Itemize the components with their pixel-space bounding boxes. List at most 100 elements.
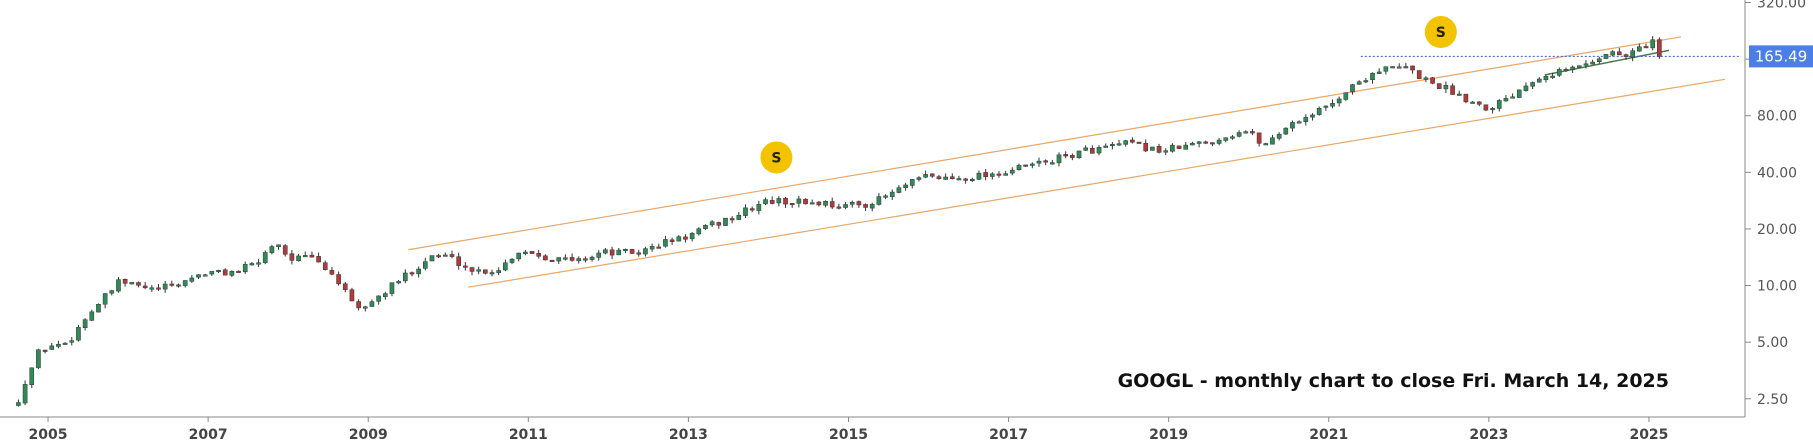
candle bbox=[1150, 146, 1155, 151]
candle bbox=[856, 200, 862, 208]
candle bbox=[996, 171, 1002, 178]
candle bbox=[1250, 128, 1255, 136]
candle bbox=[82, 318, 88, 331]
candle bbox=[916, 176, 922, 182]
candle bbox=[1290, 120, 1295, 132]
candle bbox=[443, 252, 448, 257]
candle bbox=[1630, 48, 1635, 62]
candle bbox=[182, 280, 188, 288]
candle bbox=[436, 253, 441, 259]
candle bbox=[729, 216, 735, 224]
candle bbox=[749, 206, 755, 213]
candle bbox=[763, 197, 768, 206]
candle bbox=[1070, 153, 1075, 161]
candle bbox=[1516, 89, 1522, 98]
candle bbox=[896, 185, 902, 194]
candle bbox=[1570, 65, 1575, 73]
last-price-tag: 165.49 bbox=[1749, 45, 1813, 68]
candle bbox=[583, 256, 588, 263]
candle bbox=[49, 342, 55, 350]
candle bbox=[449, 250, 455, 259]
last-price-tag-label: 165.49 bbox=[1755, 47, 1808, 65]
candle bbox=[503, 259, 508, 272]
candle bbox=[1363, 77, 1369, 84]
candle bbox=[1170, 143, 1175, 153]
candle bbox=[883, 194, 888, 200]
candle bbox=[983, 169, 988, 181]
candle bbox=[1043, 159, 1048, 166]
candle bbox=[1430, 77, 1435, 85]
candle bbox=[629, 248, 635, 255]
candle bbox=[1623, 53, 1629, 60]
x-tick-label: 2019 bbox=[1149, 427, 1188, 443]
candle bbox=[589, 255, 595, 262]
candle bbox=[1530, 81, 1535, 90]
candle bbox=[576, 256, 582, 264]
candle bbox=[1396, 63, 1402, 69]
candle bbox=[1016, 163, 1022, 171]
candle bbox=[1036, 157, 1042, 167]
candle bbox=[382, 291, 388, 300]
candle bbox=[249, 262, 255, 266]
candle bbox=[756, 200, 762, 215]
candle bbox=[816, 201, 822, 207]
candle bbox=[1256, 132, 1262, 147]
candle bbox=[496, 267, 502, 276]
candle bbox=[963, 177, 968, 184]
candle bbox=[736, 212, 742, 220]
candle bbox=[169, 280, 175, 287]
candle bbox=[1617, 47, 1622, 56]
candle bbox=[543, 254, 548, 261]
candle bbox=[803, 198, 808, 205]
candle bbox=[1543, 75, 1549, 83]
candle bbox=[709, 220, 715, 227]
candle bbox=[569, 253, 575, 262]
candle bbox=[1583, 60, 1589, 69]
candle bbox=[89, 309, 95, 322]
candle bbox=[1110, 141, 1115, 150]
candle bbox=[683, 234, 688, 243]
candle bbox=[669, 237, 675, 245]
candle bbox=[122, 278, 128, 287]
candle bbox=[869, 202, 875, 212]
candle bbox=[1390, 66, 1395, 69]
candle bbox=[469, 267, 475, 276]
candle bbox=[1203, 140, 1209, 145]
candle bbox=[162, 280, 168, 293]
candle bbox=[1283, 127, 1289, 135]
candle bbox=[336, 271, 341, 286]
candle bbox=[1223, 137, 1229, 143]
candle bbox=[376, 295, 381, 305]
signal-marker: S bbox=[1424, 16, 1457, 49]
y-tick-label: 40.00 bbox=[1757, 165, 1797, 181]
candle bbox=[1270, 134, 1275, 145]
candle bbox=[29, 367, 35, 389]
y-tick-label: 10.00 bbox=[1757, 279, 1797, 295]
candle bbox=[783, 196, 788, 209]
candle bbox=[1176, 145, 1182, 149]
candle bbox=[696, 227, 702, 236]
candle bbox=[943, 173, 948, 180]
candle bbox=[1350, 83, 1355, 95]
candle bbox=[1563, 67, 1569, 72]
candle bbox=[1470, 101, 1475, 104]
candle bbox=[949, 173, 955, 180]
candle bbox=[356, 299, 361, 311]
candle bbox=[1383, 66, 1389, 75]
candle bbox=[1556, 67, 1562, 77]
candle bbox=[409, 271, 415, 277]
candle bbox=[416, 266, 421, 278]
candle bbox=[1096, 145, 1102, 156]
candle bbox=[809, 199, 815, 205]
candle bbox=[1183, 141, 1189, 150]
candle bbox=[1576, 65, 1582, 68]
candle bbox=[262, 250, 268, 265]
candle bbox=[1523, 82, 1529, 92]
candle bbox=[723, 217, 728, 226]
x-tick-label: 2005 bbox=[29, 427, 68, 443]
candle bbox=[1510, 93, 1515, 99]
x-tick-label: 2009 bbox=[349, 427, 388, 443]
candle bbox=[776, 196, 782, 207]
candle bbox=[242, 261, 248, 274]
candle bbox=[1030, 162, 1035, 169]
